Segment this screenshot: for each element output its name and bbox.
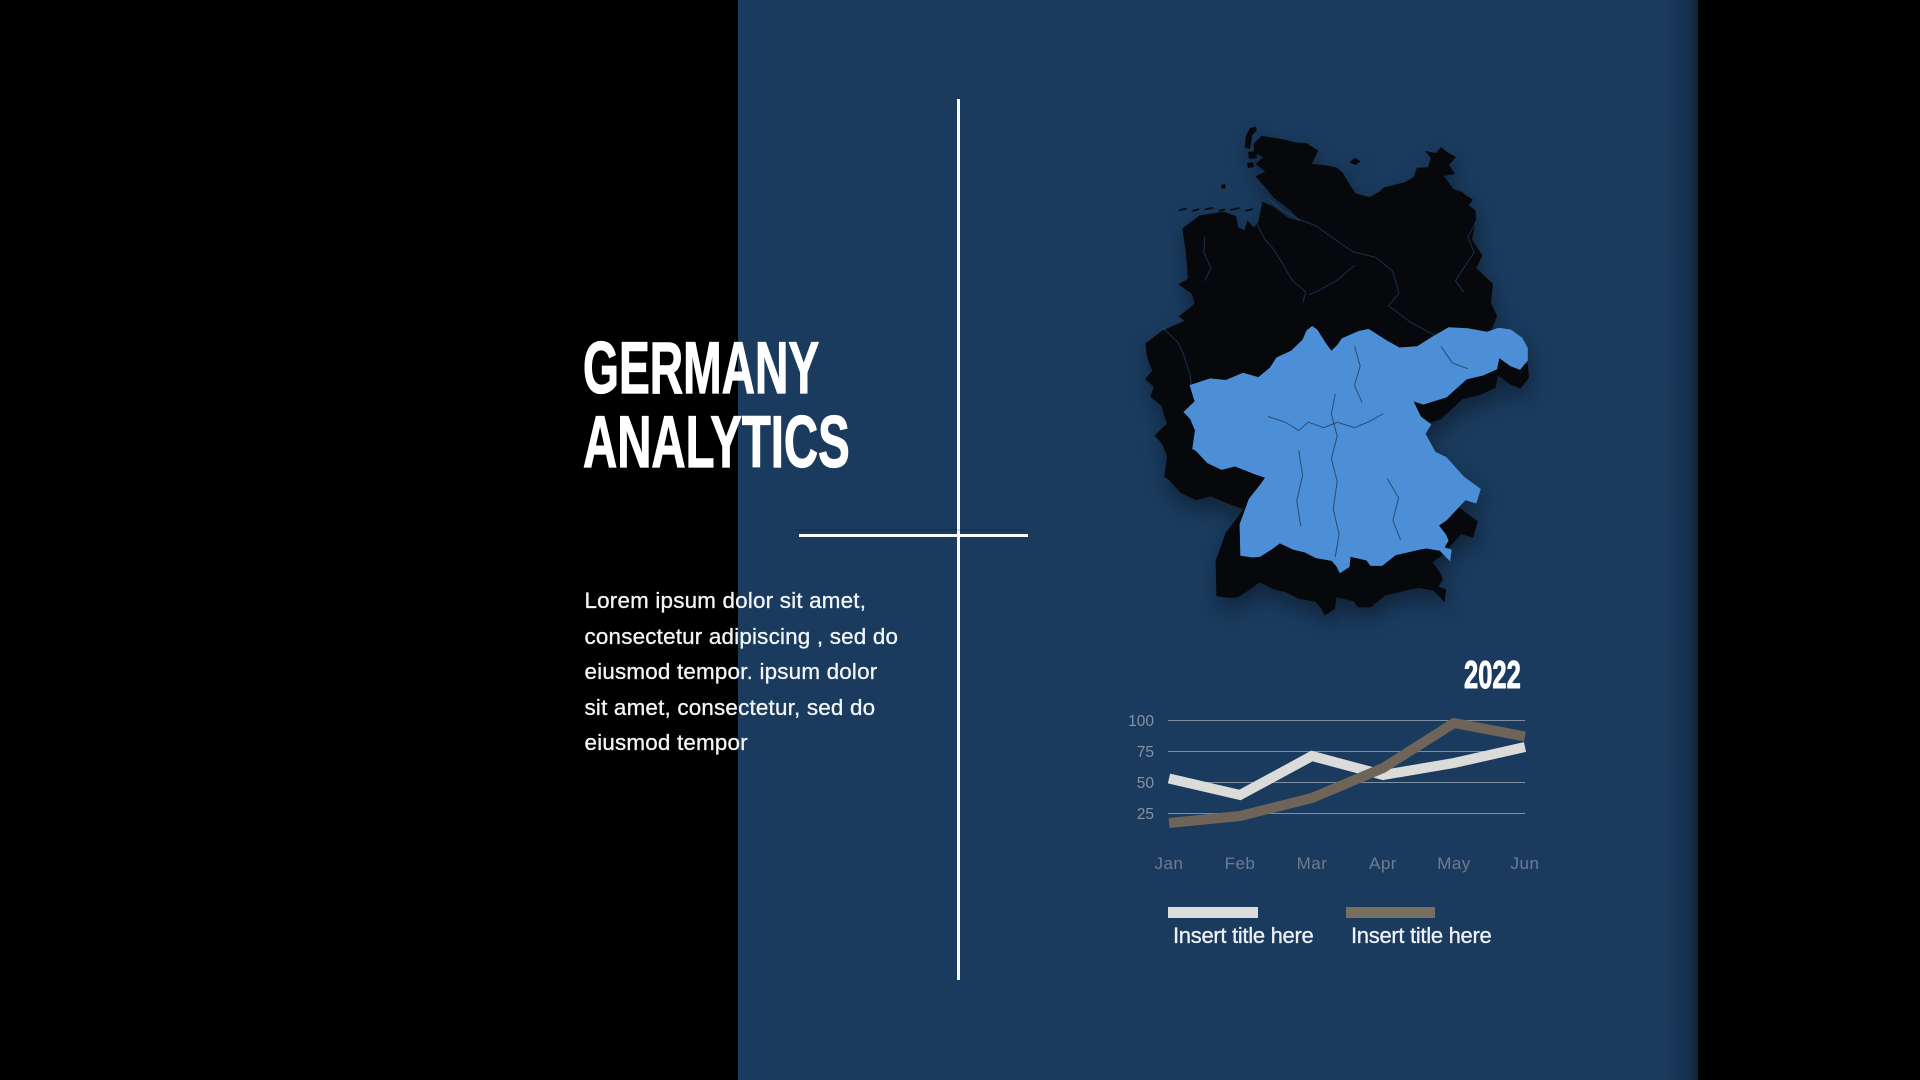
svg-text:May: May — [1437, 854, 1471, 873]
svg-text:100: 100 — [1128, 713, 1154, 730]
svg-text:75: 75 — [1137, 744, 1154, 761]
svg-text:Apr: Apr — [1369, 854, 1397, 873]
svg-text:Jan: Jan — [1155, 854, 1184, 873]
svg-text:Jun: Jun — [1511, 854, 1540, 873]
svg-text:50: 50 — [1137, 775, 1155, 792]
svg-text:Mar: Mar — [1297, 854, 1328, 873]
svg-text:Feb: Feb — [1225, 854, 1256, 873]
svg-text:25: 25 — [1137, 806, 1154, 823]
